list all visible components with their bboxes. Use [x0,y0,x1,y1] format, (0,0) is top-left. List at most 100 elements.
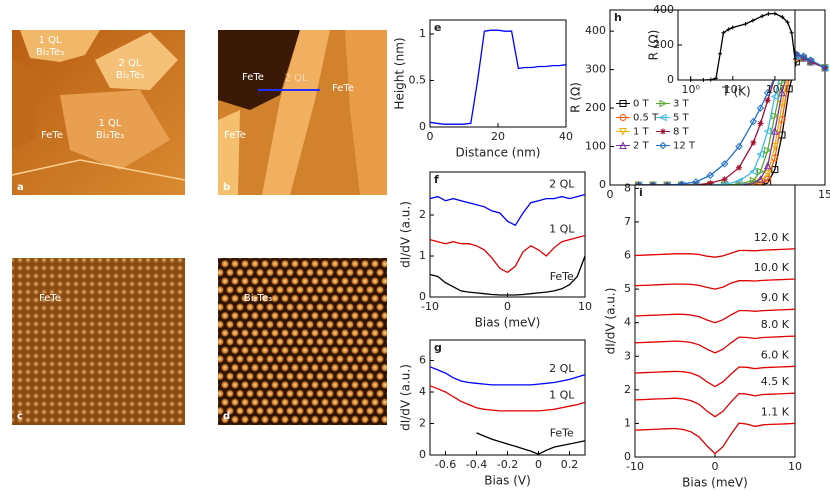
x-axis-label: Bias (V) [484,474,531,488]
marker [764,97,771,104]
series-label: 12.0 K [754,231,790,244]
x-tick-label: 0 [427,130,434,143]
series-line [634,308,796,324]
marker [707,180,714,187]
y-tick-label: 0 [599,178,606,191]
stm-image-d: Bi₂Te₃ d [218,258,387,425]
chart-panel: -0.6 -0.4 -0.2 0 0.2 0 2 4 6 Bias (V) dI/dV (a.u.)… [399,339,586,488]
x-tick-label: 10² [766,83,784,96]
stm-image-b: FeTe 2 QL FeTe FeTe b [218,30,387,195]
marker [766,11,771,16]
series-line [634,422,796,455]
marker [760,14,765,19]
marker [756,104,765,112]
image-text: 1 QL [99,118,122,129]
marker [763,161,772,170]
image-text: FeTe [332,83,354,94]
y-tick-label: 2 [419,208,426,221]
y-axis-label: R (Ω) [569,82,583,113]
y-tick-label: 3 [624,349,631,362]
series-label: 1 QL [549,389,575,402]
marker [658,113,667,122]
marker [785,20,790,25]
y-tick-label: 8 [624,181,631,194]
marker [619,114,627,121]
x-tick-label: 20 [491,130,505,143]
y-tick-label: 400 [653,3,674,16]
marker [659,99,668,108]
y-tick-label: 1 [419,27,426,40]
stm-image-a: 1 QL Bi₂Te₃ 2 QL Bi₂Te₃ 1 QL Bi₂Te₃ FeTe… [11,30,186,195]
marker [763,127,772,135]
image-text: FeTe [242,72,264,83]
marker [706,171,715,180]
marker [780,15,785,19]
chart-panel: 0 20 40 0 0.5 1 Distance (nm) Height (nm) e [393,19,573,160]
image-text: FeTe [224,130,246,141]
image-text: Bi₂Te₃ [116,70,144,81]
x-axis-label: Bias (meV) [475,316,541,330]
marker [708,77,713,82]
y-tick-label: 1 [624,416,631,429]
marker [757,120,764,127]
series-label: 2 QL [549,362,575,375]
marker [688,78,693,82]
panel-letter: b [223,182,230,193]
marker [750,18,755,23]
marker [734,177,743,185]
marker [821,63,829,72]
x-axis-label: Distance (nm) [456,146,541,160]
legend-label: 12 T [673,141,696,152]
legend-label: 0 T [633,99,650,110]
panel-letter: h [614,11,622,24]
panel-letter: d [223,411,230,422]
marker [756,150,764,159]
y-tick-label: 0 [419,448,426,461]
marker [771,127,779,135]
series-label: FeTe [550,427,574,440]
y-tick-label: 4 [624,316,631,329]
y-axis-label: Height (nm) [393,37,407,109]
series-line [634,392,796,418]
series-line [429,193,586,227]
plot-frame [677,9,796,81]
plot-frame [634,184,796,458]
series-line [429,385,586,412]
x-axis-label: T (K) [721,85,750,99]
panel-letter: a [17,182,24,193]
x-tick-label: -10 [421,300,439,313]
marker [749,176,758,185]
y-axis-label: dI/dV (a.u.) [399,201,413,268]
y-tick-label: 300 [585,63,606,76]
plot-frame [429,19,567,128]
image-text: Bi₂Te₃ [36,47,64,58]
x-axis-label: Bias (meV) [682,476,748,490]
x-tick-label: 15 [818,188,830,201]
series-line [634,335,796,354]
marker [736,164,742,171]
series-line [429,234,586,274]
series-line [429,29,567,125]
marker [718,51,723,56]
series-line [634,278,796,290]
x-tick-label: 10⁰ [681,83,700,96]
y-tick-label: 0 [419,120,426,133]
y-axis-label: R (Ω) [647,30,661,61]
series-label: 1.1 K [761,405,790,418]
x-tick-label: 0 [504,300,511,313]
y-axis-label: dI/dV (a.u.) [604,288,618,355]
y-tick-label: 4 [419,385,426,398]
marker [720,160,729,168]
series-label: 4.5 K [761,375,790,388]
chart-panel: 10⁰ 10¹ 10² 0 200 400 T (K) R (Ω) [647,3,797,99]
marker [763,88,772,97]
x-tick-label: 0 [607,188,614,201]
marker [735,142,743,151]
marker [793,57,797,61]
marker [659,141,667,150]
series-line [476,432,586,455]
x-tick-label: -0.2 [497,458,518,471]
series-label: 1 QL [549,223,575,236]
